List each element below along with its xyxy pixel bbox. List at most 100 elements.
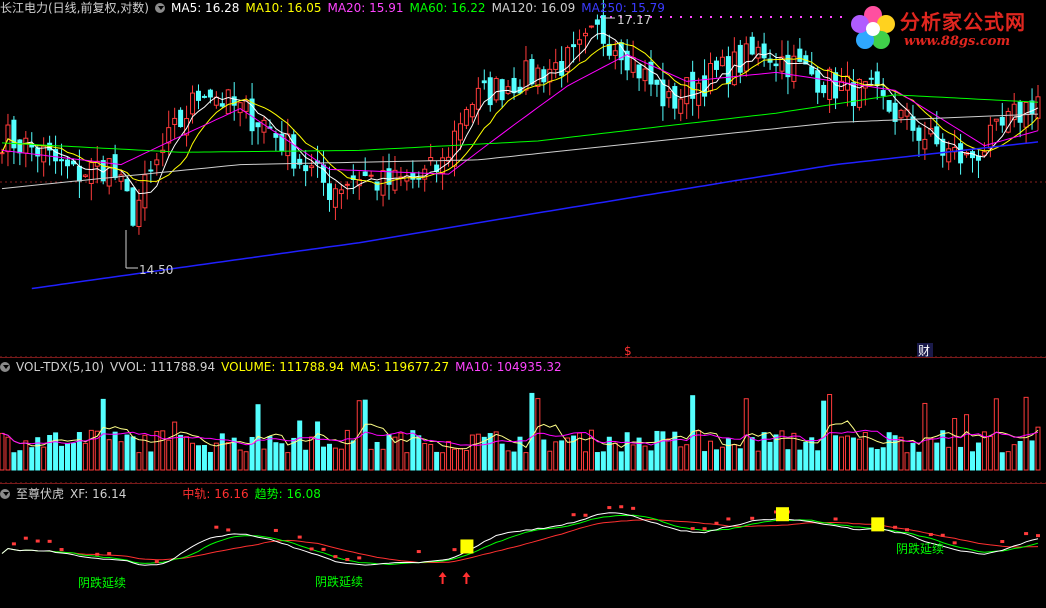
volume-bar [981,431,987,471]
volume-bar [11,452,17,471]
top-dot [730,16,732,18]
volume-bar [118,441,124,471]
candle-body [815,70,821,93]
candle-body [475,87,481,110]
candle-body [1035,96,1041,119]
vvol-label: VVOL: 111788.94 [110,360,216,374]
candle-body [654,79,660,85]
volume-bar [755,450,761,471]
volume-ma5-line [1,420,1039,450]
volume-bar [725,438,731,471]
top-dot [800,16,802,18]
volume-label: VOLUME: 111788.94 [221,360,345,374]
logo-url: www.88gs.com [904,34,1011,49]
trend-label: 趋势: 16.08 [254,487,321,501]
candle-body [1029,100,1035,115]
volume-bar [326,443,332,471]
candle-body [761,43,767,59]
candle-body [594,19,600,25]
indicator-dashes [11,505,1040,564]
indicator-dash [571,513,576,517]
indicator-dash [750,516,755,520]
candle-body [326,183,332,200]
volume-bar [321,446,327,471]
panel-menu-toggle-icon[interactable] [155,3,165,13]
annotation-label: 阴跌延续 [896,541,944,556]
candle-body [219,103,225,107]
candle-body [88,162,94,184]
volume-bar [469,434,475,471]
indicator-dash [583,513,588,517]
indicator-dash [631,506,636,510]
signal-square [871,517,885,532]
candle-body [690,71,696,99]
volume-bar [970,451,976,471]
candle-body [255,122,261,128]
volume-bar [511,451,517,471]
candle-body [303,165,309,172]
candle-body [1017,101,1023,123]
indicator-dash [59,548,64,552]
ma120-line [1,113,1039,190]
volume-bar [713,449,719,471]
volume-bar [452,448,458,471]
volume-bar [17,450,23,471]
candle-body [136,199,142,228]
ma250-line [31,141,1039,290]
indicator-dash [619,505,624,509]
volume-bar [737,448,743,471]
volume-bar [225,442,231,471]
candle-body [154,159,160,166]
volume-bar [297,420,303,471]
volume-bar [636,437,642,471]
volume-bar [523,452,529,471]
volume-bar [898,436,904,471]
indicator-menu-toggle-icon[interactable] [0,489,10,499]
top-dot [760,16,762,18]
candle-body [713,60,719,70]
dividend-event-marker: $ [624,344,632,358]
top-dot [840,16,842,18]
candle-body [428,157,434,161]
candle-body [457,123,463,141]
volume-bar [934,442,940,471]
candle-body [511,77,517,94]
volume-bar [184,436,190,471]
volume-bar [791,432,797,471]
volume-bar [642,445,648,471]
ma60-label: MA60: 16.22 [409,1,486,15]
volume-bar [874,449,880,471]
volume-bar [350,440,356,471]
volume-bar [529,392,535,471]
flower-logo-icon [851,6,895,49]
volume-bar [29,447,35,471]
volume-bar [672,431,678,471]
volume-bar [154,430,160,471]
candle-body [571,44,577,48]
candle-body [850,82,856,107]
volume-bar [833,435,839,471]
ma250-label: MA250: 15.79 [581,1,665,15]
volume-bar [82,442,88,471]
volume-menu-toggle-icon[interactable] [0,362,10,372]
candle-body [1011,103,1017,121]
volume-bar [582,451,588,471]
volume-bar [892,435,898,471]
candle-body [892,102,898,122]
candle-body [297,158,303,165]
indicator-dash [1036,534,1040,538]
panel-divider-1 [0,357,1046,358]
indicator-dash [357,556,362,560]
candle-body [17,139,23,154]
volume-bar [303,449,309,471]
volume-bar [475,433,481,471]
volume-bar [1017,440,1023,471]
volume-bar [910,443,916,471]
volume-bar [434,451,440,471]
volume-bar [624,432,630,471]
volume-bar [172,421,178,471]
volume-bar [219,433,225,471]
volume-bar [428,443,434,471]
trend-line [1,514,1039,566]
volume-bar [868,447,874,471]
